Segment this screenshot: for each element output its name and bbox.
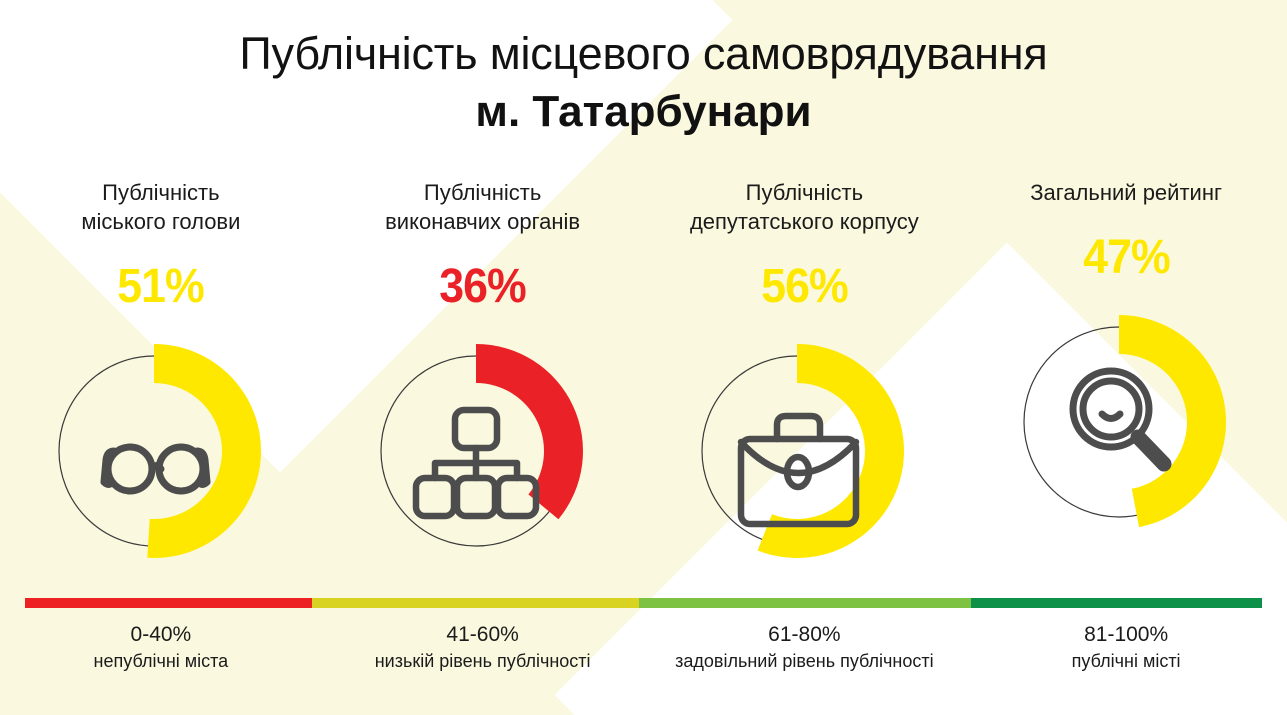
legend-bar-0 (25, 598, 312, 608)
metric-title: Публічність міського голови (81, 180, 241, 234)
legend-item: 41-60% низькій рівень публічності (322, 622, 644, 673)
legend-item: 61-80% задовільний рівень публічності (644, 622, 966, 673)
legend-bar-1 (311, 598, 639, 608)
gauge-svg (380, 344, 583, 547)
legend-description: задовільний рівень публічності (675, 651, 934, 671)
gauge-svg (58, 344, 261, 558)
org-chart-icon (412, 406, 539, 520)
title-line-2: м. Татарбунари (475, 87, 812, 136)
metric-value: 56% (761, 260, 848, 313)
metric-value: 47% (1082, 231, 1170, 284)
legend-item: 0-40% непублічні міста (0, 622, 322, 673)
metric-column-overall: Загальний рейтинг 47% (965, 178, 1287, 588)
metric-column-mayor: Публічність міського голови 51% (0, 178, 322, 588)
metric-value: 51% (117, 260, 205, 313)
legend-color-scale (25, 598, 1262, 608)
gauge-executive (358, 326, 608, 576)
metrics-row: Публічність міського голови 51% (0, 178, 1287, 588)
legend-description: непублічні міста (93, 651, 229, 671)
legend-bar-3 (970, 598, 1262, 608)
legend-range: 0-40% (130, 623, 192, 646)
legend: 0-40% непублічні міста 41-60% низькій рі… (0, 598, 1287, 673)
gauge-overall (1001, 297, 1251, 547)
legend-range: 41-60% (446, 623, 519, 646)
legend-label-row: 0-40% непублічні міста 41-60% низькій рі… (0, 622, 1287, 673)
legend-range: 81-100% (1084, 623, 1169, 646)
gauge-deputies (679, 326, 929, 576)
page-title: Публічність місцевого самоврядування м. … (0, 26, 1287, 140)
gauge-svg (701, 344, 905, 558)
legend-bar-2 (638, 598, 971, 608)
metric-column-executive: Публічність виконавчих органів 36% (322, 178, 644, 588)
legend-range: 61-80% (768, 623, 841, 646)
glasses-icon (100, 443, 211, 495)
metric-title: Публічність депутатського корпусу (689, 180, 919, 234)
gauge-mayor (36, 326, 286, 576)
legend-item: 81-100% публічні місті (965, 622, 1287, 673)
legend-description: публічні місті (1071, 651, 1181, 671)
title-line-1: Публічність місцевого самоврядування (239, 28, 1048, 79)
metric-value: 36% (439, 260, 526, 313)
metric-column-deputies: Публічність депутатського корпусу 56% (644, 178, 966, 588)
metric-title: Загальний рейтинг (1030, 180, 1222, 205)
magnifier-icon (1069, 367, 1172, 472)
metric-title: Публічність виконавчих органів (385, 180, 581, 234)
gauge-svg (1023, 315, 1227, 528)
legend-description: низькій рівень публічності (374, 651, 591, 671)
